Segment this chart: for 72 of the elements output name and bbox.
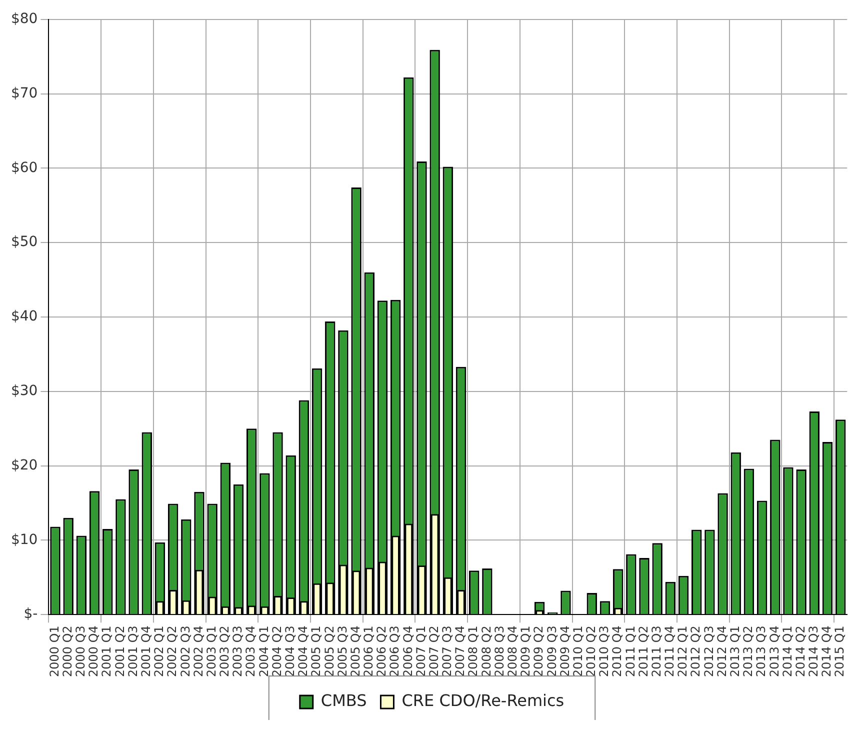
y-tick-label: $30 (10, 383, 38, 400)
x-tick-label: 2011 Q4 (662, 626, 677, 678)
y-tick-label: $70 (10, 85, 38, 102)
x-tick-label: 2012 Q1 (676, 626, 690, 678)
x-tick-label: 2010 Q4 (610, 626, 624, 678)
x-tick-label: 2002 Q4 (191, 626, 206, 678)
x-tick-label: 2005 Q3 (335, 626, 350, 678)
x-tick-label: 2004 Q1 (256, 626, 271, 678)
x-tick-label: 2014 Q4 (820, 626, 834, 678)
x-tick-label: 2000 Q3 (74, 626, 88, 678)
y-tick-label: $10 (10, 532, 38, 548)
x-tick-label: 2002 Q3 (178, 626, 192, 678)
x-tick-label: 2014 Q1 (780, 626, 794, 678)
x-tick-label: 2011 Q1 (623, 626, 638, 678)
x-tick-label: 2006 Q1 (362, 626, 376, 678)
x-tick-label: 2003 Q1 (204, 626, 218, 678)
x-tick-label: 2007 Q4 (453, 626, 468, 678)
x-tick-label: 2003 Q3 (230, 626, 245, 678)
x-tick-label: 2006 Q3 (388, 626, 402, 678)
x-tick-label: 2012 Q4 (714, 626, 729, 678)
x-tick-label: 2008 Q2 (479, 626, 494, 678)
x-tick-label: 2006 Q2 (374, 626, 389, 678)
x-tick-label: 2014 Q3 (806, 626, 821, 678)
x-tick-label: 2002 Q2 (165, 626, 180, 678)
x-tick-label: 2010 Q1 (570, 626, 585, 678)
x-tick-label: 2013 Q2 (741, 626, 756, 678)
x-tick-label: 2004 Q2 (270, 626, 284, 678)
x-tick-label: 2011 Q3 (649, 626, 664, 678)
x-tick-label: 2008 Q3 (492, 626, 506, 678)
x-tick-label: 2013 Q3 (754, 626, 768, 678)
x-tick-label: 2004 Q3 (282, 626, 297, 678)
x-tick-label: 2007 Q1 (414, 626, 428, 678)
x-tick-label: 2014 Q2 (793, 626, 808, 678)
x-tick-label: 2000 Q1 (47, 626, 62, 678)
x-tick-label: 2007 Q2 (426, 626, 441, 678)
y-tick-label: $20 (10, 457, 38, 474)
legend-label: CMBS (320, 691, 367, 710)
y-tick-label: $60 (10, 160, 38, 176)
x-tick-label: 2005 Q2 (322, 626, 336, 678)
x-tick-label: 2006 Q4 (400, 626, 415, 678)
y-tick-label: $50 (10, 234, 38, 250)
x-tick-label: 2008 Q1 (466, 626, 480, 678)
y-tick-label: $80 (10, 11, 38, 28)
x-tick-label: 2009 Q3 (544, 626, 559, 678)
y-tick-label: $40 (10, 308, 38, 325)
x-tick-label: 2009 Q2 (532, 626, 546, 678)
x-tick-label: 2013 Q4 (767, 626, 782, 678)
x-tick-label: 2000 Q4 (86, 626, 101, 678)
x-tick-label: 2010 Q3 (597, 626, 612, 678)
x-tick-label: 2015 Q1 (832, 626, 847, 678)
x-tick-label: 2011 Q2 (636, 626, 650, 678)
x-tick-label: 2003 Q2 (218, 626, 232, 678)
y-tick-label: $- (24, 606, 38, 622)
x-tick-label: 2000 Q2 (60, 626, 74, 678)
x-tick-label: 2009 Q1 (518, 626, 533, 678)
x-tick-label: 2002 Q1 (152, 626, 166, 678)
x-tick-label: 2008 Q4 (505, 626, 520, 678)
x-tick-label: 2009 Q4 (558, 626, 572, 678)
x-tick-label: 2010 Q2 (584, 626, 598, 678)
x-tick-label: 2013 Q1 (728, 626, 742, 678)
legend-label: CRE CDO/Re-Remics (402, 691, 564, 710)
x-tick-label: 2012 Q3 (702, 626, 716, 678)
x-tick-label: 2001 Q3 (126, 626, 140, 678)
x-tick-label: 2004 Q4 (296, 626, 310, 678)
x-tick-label: 2005 Q1 (309, 626, 324, 678)
x-tick-label: 2005 Q4 (348, 626, 362, 678)
x-tick-label: 2001 Q2 (112, 626, 127, 678)
x-tick-label: 2007 Q3 (440, 626, 454, 678)
x-tick-label: 2003 Q4 (244, 626, 258, 678)
x-tick-label: 2001 Q1 (100, 626, 114, 678)
x-tick-label: 2001 Q4 (139, 626, 154, 678)
x-tick-label: 2012 Q2 (688, 626, 703, 678)
